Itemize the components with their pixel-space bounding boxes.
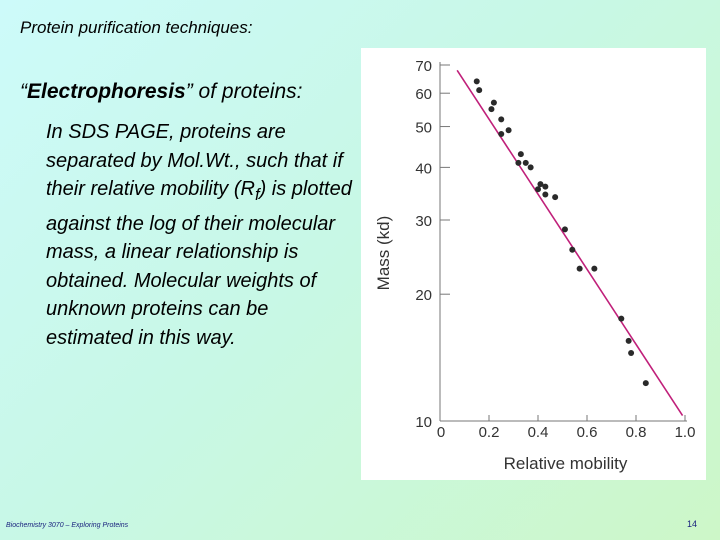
chart-panel: 10 20 30 40 50 60 70 0 0.2 0.4 0.6 0.8 1.0 Relative m… [361, 48, 706, 480]
y-tick-label: 40 [415, 160, 432, 177]
data-point [561, 226, 568, 233]
regression-line [456, 69, 684, 417]
data-point [569, 246, 576, 253]
body-part-1: In SDS PAGE, proteins are separated by M… [46, 121, 343, 200]
heading-open-quote: “ [20, 80, 27, 103]
data-point [591, 265, 598, 272]
y-tick-label: 20 [415, 287, 432, 304]
mobility-chart: 10 20 30 40 50 60 70 0 0.2 0.4 0.6 0.8 1.0 Relative m… [374, 58, 696, 473]
x-tick-label: 1.0 [675, 424, 696, 441]
body-subscript: f [254, 185, 260, 204]
data-point [527, 164, 534, 171]
bullet-heading: “Electrophoresis” of proteins: [20, 80, 302, 104]
data-point [625, 337, 632, 344]
data-point [537, 181, 544, 188]
y-tick-label: 30 [415, 213, 432, 230]
data-point [490, 99, 497, 106]
data-point [542, 183, 549, 190]
data-point [517, 151, 524, 158]
slide-title: Protein purification techniques: [20, 18, 253, 37]
x-tick-label: 0.4 [528, 424, 549, 441]
x-tick-label: 0.6 [577, 424, 598, 441]
page-number: 14 [687, 519, 698, 529]
data-point [552, 194, 559, 201]
y-tick-label: 10 [415, 414, 432, 431]
x-axis-label: Relative mobility [504, 454, 628, 473]
x-tick-label: 0 [437, 424, 445, 441]
data-point [618, 315, 625, 322]
data-point [505, 127, 512, 134]
data-point [642, 380, 649, 387]
data-point [522, 159, 529, 166]
body-text: In SDS PAGE, proteins are separated by M… [46, 118, 356, 352]
heading-bold-term: Electrophoresis [27, 80, 186, 103]
data-point [535, 186, 541, 193]
data-point [476, 87, 483, 94]
x-tick-label: 0.8 [626, 424, 647, 441]
y-axis-label: Mass (kd) [374, 216, 393, 291]
y-tick-label: 60 [415, 86, 432, 103]
data-point [515, 159, 522, 166]
data-point [542, 191, 549, 198]
data-point [576, 265, 583, 272]
x-tick-label: 0.2 [479, 424, 500, 441]
data-point [473, 78, 480, 85]
data-point [498, 131, 505, 138]
body-part-2: ) is plotted against the log of their mo… [46, 178, 352, 349]
data-point [488, 106, 495, 113]
heading-rest: ” of proteins: [185, 80, 303, 103]
y-tick-label: 70 [415, 58, 432, 75]
data-point [628, 350, 635, 357]
y-tick-label: 50 [415, 120, 432, 137]
footer-course-title: Biochemistry 3070 – Exploring Proteins [6, 522, 129, 529]
data-point [498, 116, 505, 123]
